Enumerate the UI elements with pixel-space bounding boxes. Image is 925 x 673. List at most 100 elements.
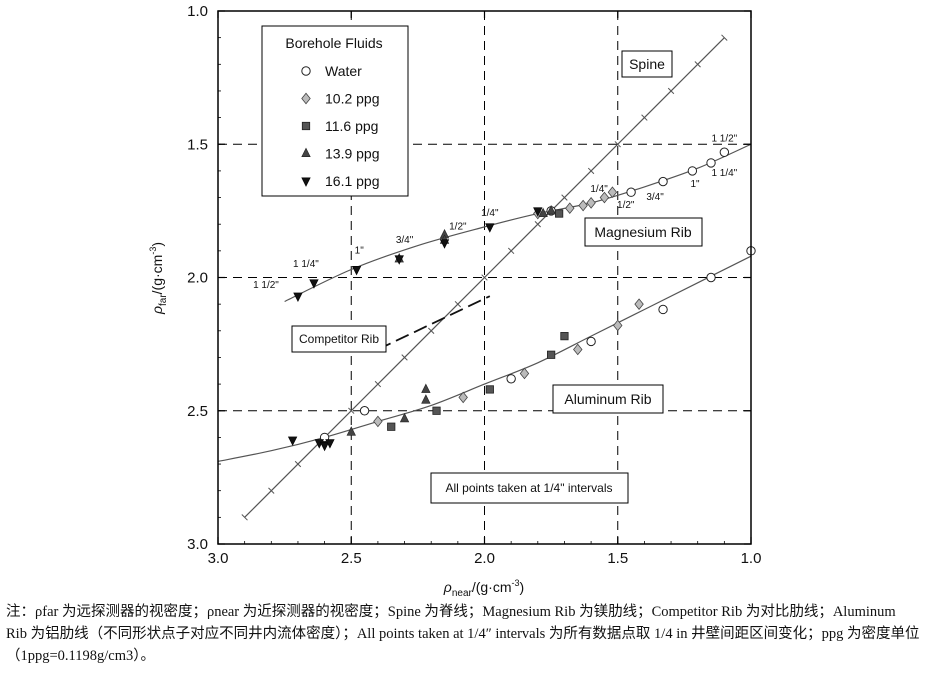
point-diamond: [586, 197, 596, 209]
y-axis-label: ρfar/(g·cm-3): [148, 242, 169, 315]
legend-label: 11.6 ppg: [325, 118, 378, 134]
interval-box: [430, 472, 629, 504]
point-triangle-down: [309, 279, 319, 289]
spine-tick: [721, 34, 728, 41]
point-circle: [506, 374, 516, 384]
spine-tick: [481, 274, 488, 281]
point-triangle-up: [538, 207, 548, 218]
x-label-sub: near: [452, 588, 473, 599]
point-circle: [359, 406, 370, 416]
competitor-label: Competitor Rib: [299, 332, 379, 346]
spine-annotation: Spine: [621, 50, 673, 78]
legend-label: Water: [325, 63, 362, 79]
point-triangle-down: [319, 441, 330, 452]
spine-tick: [534, 221, 541, 228]
magnesium-annotation: Magnesium Rib: [584, 217, 703, 247]
spine-tick: [294, 460, 302, 468]
point-square: [547, 350, 556, 359]
standoff-label-left: 1/4": [481, 208, 499, 219]
point-diamond: [578, 199, 588, 212]
x-label-sup: -3: [512, 578, 520, 588]
spine-tick: [268, 487, 275, 494]
legend-marker-triangle-up: [301, 147, 311, 157]
legend-box: [261, 25, 409, 197]
point-triangle-down: [485, 223, 495, 233]
spine-tick: [614, 141, 621, 148]
point-circle: [586, 336, 596, 347]
spine-box: [621, 50, 673, 78]
point-square: [485, 385, 494, 394]
point-triangle-up: [346, 426, 356, 436]
standoff-label-left: 1 1/4": [293, 259, 319, 270]
legend-label: 16.1 ppg: [325, 173, 380, 189]
x-tick-label: 1.5: [607, 550, 628, 567]
y-tick-label: 3.0: [187, 536, 208, 553]
y-tick-label: 1.0: [187, 3, 208, 20]
spine-tick: [454, 300, 462, 308]
interval-annotation: All points taken at 1/4" intervals: [430, 472, 629, 504]
spine-tick: [667, 87, 675, 95]
standoff-label-right: 1/4": [590, 184, 608, 195]
spine-tick: [428, 327, 435, 334]
standoff-label-right: 1": [690, 179, 700, 190]
standoff-labels: 1 1/2" 1 1/4" 1" 3/4" 1/2" 1/4" 1/4" 1/2" 3/4" 1"…: [253, 134, 738, 292]
standoff-label-left: 3/4": [396, 235, 414, 246]
point-diamond: [565, 202, 575, 215]
spine-tick: [241, 514, 248, 521]
y-label-close: ): [149, 242, 165, 247]
competitor-rib-line: [377, 295, 491, 351]
aluminum-annotation: Aluminum Rib: [552, 384, 664, 414]
point-diamond: [634, 298, 644, 310]
x-label-symbol: ρ: [443, 579, 452, 595]
point-diamond: [613, 319, 623, 332]
competitor-box: [291, 325, 387, 353]
point-square: [555, 209, 564, 218]
aluminum-box: [552, 384, 664, 414]
point-triangle-down: [439, 239, 450, 249]
standoff-label-right: 1/2": [617, 200, 635, 211]
data-points: [287, 147, 756, 452]
point-diamond: [607, 186, 618, 199]
y-tick-label: 1.5: [187, 136, 208, 153]
y-tick-label: 2.0: [187, 270, 208, 287]
standoff-label-left: 1 1/2": [253, 280, 279, 291]
point-triangle-up: [399, 412, 410, 423]
spine-tick: [401, 354, 408, 361]
legend-marker-square: [301, 121, 311, 131]
point-triangle-down: [351, 266, 362, 276]
x-tick-label: 2.5: [341, 550, 362, 567]
spine-tick: [374, 380, 382, 388]
spine-tick: [561, 194, 568, 201]
point-square: [432, 406, 441, 415]
y-label-unit: /(g·cm: [149, 255, 165, 295]
point-triangle-down: [287, 436, 298, 446]
axes: 3.0 2.5 2.0 1.5 1.0 1.0 1.5 2.0 2.5 3.0: [187, 3, 761, 567]
point-diamond: [373, 415, 383, 428]
spine-tick: [694, 61, 701, 68]
legend-label: 13.9 ppg: [325, 146, 380, 162]
spine-tick: [587, 167, 595, 175]
aluminum-rib-curve: [217, 255, 752, 462]
standoff-label-right: 3/4": [646, 192, 664, 203]
y-tick-label: 2.5: [187, 403, 208, 420]
y-label-symbol: ρ: [149, 306, 165, 315]
standoff-label-right: 1 1/2": [711, 134, 737, 145]
legend-entries: Water 10.2 ppg 11.6 ppg 13.9 ppg 16.1 ppg: [301, 63, 380, 189]
legend-marker-circle: [301, 66, 311, 76]
point-triangle-up: [421, 394, 431, 404]
magnesium-label: Magnesium Rib: [594, 224, 691, 240]
y-label-sup: -3: [148, 247, 158, 255]
point-triangle-down: [325, 439, 335, 449]
point-triangle-up: [421, 383, 431, 393]
standoff-label-right: 1 1/4": [711, 168, 737, 179]
point-circle: [687, 166, 698, 176]
x-tick-label: 1.0: [741, 550, 762, 567]
standoff-label-left: 1": [355, 246, 365, 257]
legend-label: 10.2 ppg: [325, 91, 380, 107]
competitor-annotation: Competitor Rib: [291, 325, 387, 353]
legend-marker-triangle-down: [301, 177, 311, 187]
magnesium-box: [584, 217, 703, 247]
point-triangle-down: [394, 255, 404, 265]
spine-label: Spine: [629, 56, 665, 72]
point-triangle-down: [293, 292, 303, 303]
